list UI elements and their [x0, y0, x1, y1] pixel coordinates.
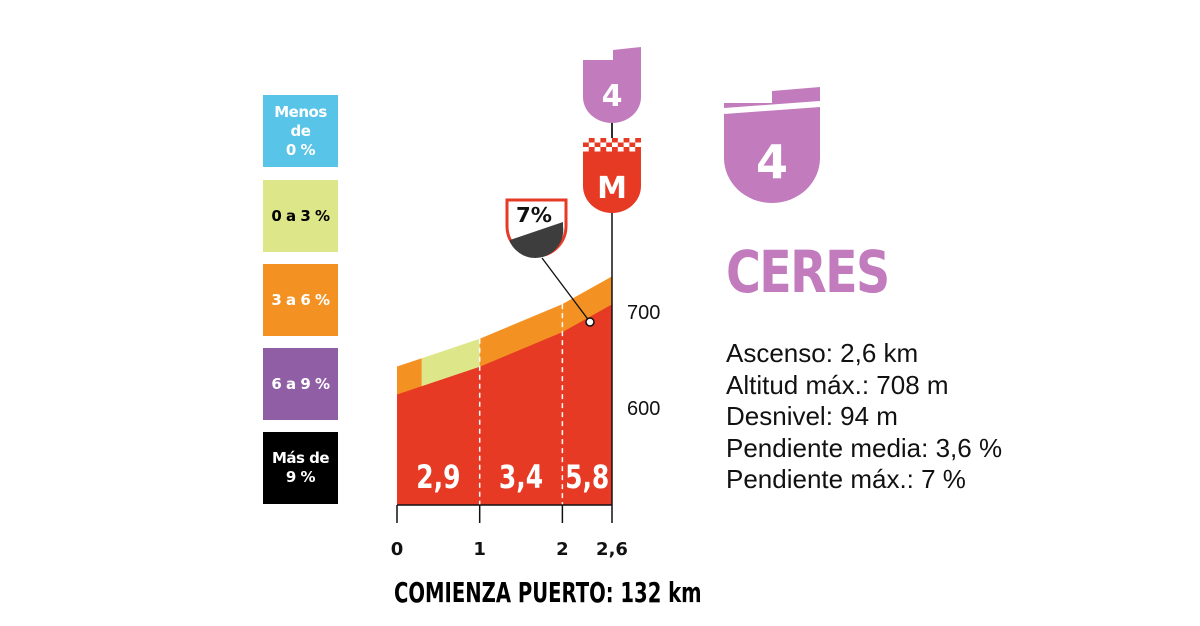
- checker-square: [594, 147, 601, 152]
- category-badge-large: 4: [723, 87, 821, 203]
- climb-name: CERES: [726, 238, 890, 306]
- category-badge-large-number: 4: [756, 135, 788, 189]
- segment-gradient-label: 5,8: [565, 458, 609, 496]
- checker-square: [588, 142, 595, 147]
- gradient-band-segment: [397, 358, 422, 397]
- callout-leader-line: [541, 257, 591, 323]
- checker-square: [617, 138, 624, 143]
- stat-ascent: Ascenso: 2,6 km: [726, 338, 919, 368]
- legend-label-line2: 0 %: [285, 140, 316, 159]
- category-badge-large-shape: [724, 87, 820, 203]
- category-badge-small-shape: [583, 47, 641, 123]
- max-gradient-callout: 7%: [505, 198, 595, 327]
- stat-average-gradient: Pendiente media: 3,6 %: [726, 432, 1003, 463]
- y-axis-ticks: 600 700: [627, 302, 660, 420]
- checker-square: [629, 147, 636, 152]
- segment-gradient-label: 3,4: [499, 458, 543, 496]
- legend-item-below-0: Menos de 0 %: [263, 95, 338, 167]
- stat-elevation-gain: Desnivel: 94 m: [726, 401, 898, 431]
- legend-item-6-9: 6 a 9 %: [263, 348, 338, 420]
- climb-stats: Ascenso: 2,6 km Altitud máx.: 708 m Desn…: [726, 338, 1002, 496]
- finish-badge-letter: M: [597, 171, 627, 206]
- checker-square: [606, 147, 612, 152]
- stat-max-gradient: Pendiente máx.: 7 %: [726, 464, 966, 494]
- x-tick-label: 2: [556, 539, 569, 560]
- checker-square: [629, 138, 636, 143]
- gradient-band-segment: [562, 276, 612, 335]
- gradient-band-segment: [479, 304, 563, 369]
- finish-badge-checkered-flag: [583, 138, 641, 152]
- checker-square: [583, 147, 589, 152]
- legend-label: 6 a 9 %: [271, 374, 330, 393]
- category-badge-large-stripe: [723, 101, 821, 114]
- legend-item-above-9: Más de 9 %: [263, 432, 338, 504]
- x-tick-label: 1: [473, 539, 486, 560]
- checker-square: [606, 138, 612, 143]
- stat-max-altitude: Altitud máx.: 708 m: [726, 369, 949, 400]
- x-tick-label: 2,6: [596, 539, 628, 560]
- checker-square: [623, 142, 630, 147]
- checker-square: [635, 142, 641, 147]
- checker-square: [600, 142, 607, 147]
- legend-label: 0 a 3 %: [271, 206, 330, 225]
- profile-area: [397, 304, 612, 505]
- x-axis-ticks: 0 1 2 2,6: [391, 505, 628, 560]
- segment-labels: 2,9 3,4 5,8: [416, 458, 609, 496]
- checker-square: [617, 147, 624, 152]
- max-gradient-slope-icon: [510, 222, 564, 258]
- segment-dividers: [478, 304, 564, 505]
- checker-square: [583, 138, 589, 143]
- legend-label-line1: Más de: [271, 449, 330, 467]
- checker-square: [594, 138, 601, 143]
- category-badge-small: 4: [583, 47, 641, 123]
- climb-start-km: COMIENZA PUERTO: 132 km: [394, 576, 702, 609]
- max-gradient-label: 7%: [516, 203, 552, 227]
- segment-gradient-label: 2,9: [416, 458, 460, 496]
- y-tick-label: 600: [627, 398, 660, 420]
- legend-item-3-6: 3 a 6 %: [263, 264, 338, 336]
- y-tick-label: 700: [627, 302, 660, 324]
- checker-square: [612, 142, 618, 147]
- legend-label-line2: 9 %: [285, 468, 316, 486]
- finish-badge: M: [583, 138, 641, 213]
- category-badge-small-number: 4: [602, 79, 623, 114]
- gradient-band-segment: [421, 338, 480, 389]
- legend-label-line1: Menos de: [274, 102, 327, 140]
- x-tick-label: 0: [391, 539, 404, 560]
- finish-badge-shape: [583, 138, 641, 213]
- legend-label: 3 a 6 %: [271, 290, 330, 309]
- callout-point: [585, 317, 595, 327]
- gradient-band-layer: [397, 276, 612, 397]
- legend-item-0-3: 0 a 3 %: [263, 180, 338, 252]
